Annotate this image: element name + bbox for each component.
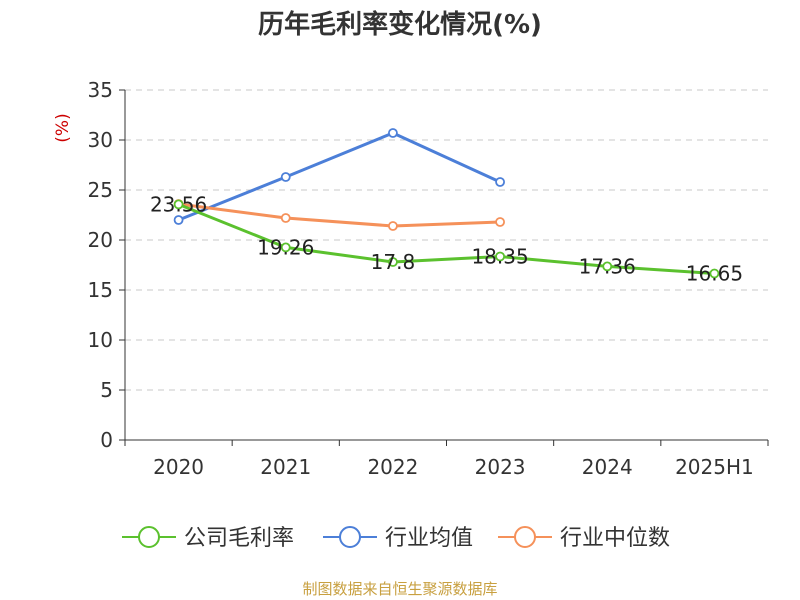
legend-marker bbox=[514, 526, 536, 548]
series-line bbox=[178, 202, 501, 228]
data-point bbox=[388, 257, 398, 267]
x-tick-label: 2021 bbox=[260, 455, 311, 479]
x-tick-label: 2020 bbox=[153, 455, 204, 479]
data-point bbox=[173, 199, 184, 210]
series-lines bbox=[173, 128, 720, 279]
x-tick-label: 2024 bbox=[582, 455, 633, 479]
legend-marker bbox=[138, 526, 160, 548]
chart-title: 历年毛利率变化情况(%) bbox=[258, 10, 542, 40]
y-tick-label: 10 bbox=[88, 328, 113, 352]
axes: 0 5 10 15 20 25 30 35 (%) 2020 2021 2022 2023 2024 202… bbox=[53, 78, 769, 479]
data-point bbox=[173, 215, 184, 225]
data-point bbox=[280, 172, 291, 182]
data-point bbox=[388, 221, 398, 231]
legend-label: 公司毛利率 bbox=[184, 526, 294, 551]
data-label: 17.8 bbox=[371, 250, 416, 274]
data-point bbox=[709, 268, 720, 279]
data-label: 18.35 bbox=[471, 245, 528, 269]
series-line bbox=[178, 203, 715, 275]
y-tick-label: 0 bbox=[100, 428, 113, 452]
x-tick-label: 2025H1 bbox=[675, 455, 754, 479]
data-point bbox=[602, 261, 613, 272]
data-label: 17.36 bbox=[579, 254, 636, 278]
data-point bbox=[388, 128, 398, 138]
data-labels: 23.56 19.26 17.8 18.35 17.36 16.65 bbox=[150, 192, 743, 285]
legend-marker bbox=[339, 526, 361, 548]
legend: 公司毛利率 行业均值 行业中位数 bbox=[122, 526, 670, 551]
series-line bbox=[178, 131, 501, 222]
x-tick-label: 2023 bbox=[475, 455, 526, 479]
source-note: 制图数据来自恒生聚源数据库 bbox=[302, 580, 498, 598]
x-tick-label: 2022 bbox=[367, 455, 418, 479]
y-tick-label: 15 bbox=[88, 278, 113, 302]
grid-lines bbox=[125, 89, 768, 391]
data-point bbox=[280, 213, 291, 223]
data-point bbox=[495, 177, 505, 187]
y-tick-label: 25 bbox=[88, 178, 113, 202]
y-tick-label: 5 bbox=[100, 378, 113, 402]
legend-label: 行业中位数 bbox=[560, 526, 670, 551]
data-label: 16.65 bbox=[686, 262, 743, 286]
data-point bbox=[280, 242, 291, 253]
y-tick-label: 20 bbox=[88, 228, 113, 252]
y-tick-label: 35 bbox=[88, 78, 113, 102]
y-axis-unit: (%) bbox=[53, 113, 73, 142]
legend-label: 行业均值 bbox=[385, 526, 473, 551]
data-point bbox=[495, 217, 505, 227]
data-label: 23.56 bbox=[150, 192, 207, 216]
y-tick-label: 30 bbox=[88, 128, 113, 152]
data-point bbox=[495, 251, 505, 262]
data-label: 19.26 bbox=[257, 235, 314, 259]
